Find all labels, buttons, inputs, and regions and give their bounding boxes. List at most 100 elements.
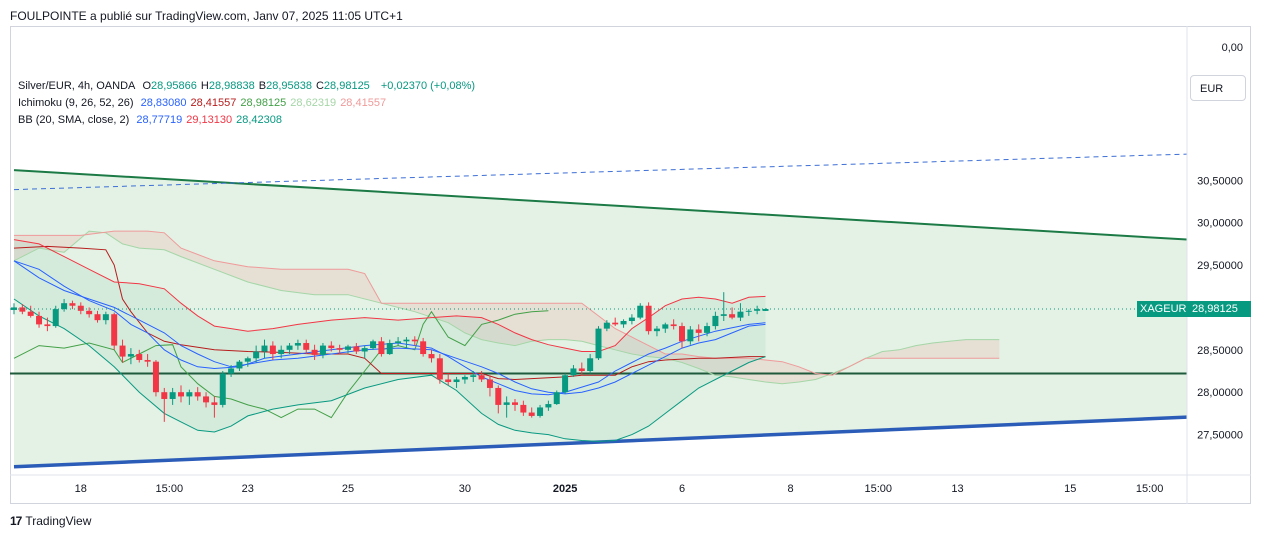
- price-symbol-tag: XAGEUR: [1137, 301, 1190, 318]
- candle-body: [311, 349, 318, 355]
- candle-body: [570, 368, 577, 376]
- bb-upper: [13, 239, 766, 352]
- candle-body: [578, 368, 585, 371]
- kijun-sen: [13, 245, 766, 381]
- ichimoku-values: 28,83080 28,41557 28,98125 28,62319 28,41557: [141, 97, 390, 109]
- currency-button[interactable]: EUR: [1190, 75, 1246, 101]
- candle-body: [754, 309, 761, 311]
- bb-basis: [13, 260, 766, 395]
- candle-body: [211, 402, 218, 405]
- candle-body: [228, 368, 235, 374]
- bb-value: 28,77719: [136, 114, 183, 126]
- bb-value: 29,13130: [186, 114, 233, 126]
- candle-body: [86, 310, 93, 315]
- bb-legend: BB (20, SMA, close, 2) 28,77719 29,13130 2…: [18, 114, 290, 126]
- candle-body: [653, 328, 660, 332]
- time-tick-label: 6: [679, 483, 685, 495]
- candle-body: [294, 343, 301, 346]
- ichimoku-value: 28,41557: [340, 97, 387, 109]
- ohlc-prefix: B: [258, 80, 267, 92]
- candle-body: [27, 311, 34, 316]
- candle-body: [203, 396, 210, 403]
- chart-frame: [10, 26, 1251, 504]
- time-tick-label: 8: [787, 483, 793, 495]
- candle-body: [428, 354, 435, 359]
- candle-body: [403, 339, 410, 342]
- candle-body: [453, 379, 460, 383]
- price-tick-label: 29,50000: [1197, 260, 1243, 272]
- price-tick-label: 28,00000: [1197, 387, 1243, 399]
- candle-body: [478, 375, 485, 380]
- candle-body: [36, 315, 43, 325]
- publish-header: FOULPOINTE a publié sur TradingView.com,…: [10, 9, 403, 23]
- ichimoku-value: 28,62319: [290, 97, 337, 109]
- candle-body: [178, 392, 184, 397]
- ichimoku-cloud: [14, 231, 1000, 384]
- symbol-label: Silver/EUR, 4h, OANDA: [18, 80, 136, 92]
- candle-body: [119, 345, 126, 357]
- ohlc-prefix: O: [142, 80, 151, 92]
- ichimoku-label: Ichimoku (9, 26, 52, 26): [18, 97, 134, 109]
- time-tick-label: 15:00: [864, 483, 892, 495]
- candle-body: [94, 314, 101, 321]
- chikou-span: [13, 310, 549, 419]
- candle-body: [152, 361, 159, 393]
- tradingview-footer: 17 TradingView: [10, 514, 91, 528]
- candle-body: [637, 305, 644, 318]
- candle-body: [378, 341, 385, 355]
- candle-body: [169, 392, 176, 399]
- candle-body: [303, 343, 310, 350]
- candle-body: [261, 345, 268, 352]
- ascending-support-line: [13, 415, 1187, 469]
- tradingview-brand: TradingView: [25, 514, 92, 528]
- candle-body: [520, 404, 527, 413]
- candle-body: [353, 346, 360, 352]
- tradingview-logo-icon: 17: [10, 514, 22, 528]
- tenkan-sen: [13, 260, 766, 396]
- candle-body: [470, 375, 477, 377]
- symbol-legend: Silver/EUR, 4h, OANDA O28,95866 H28,98838…: [18, 80, 479, 92]
- candle-body: [194, 392, 201, 397]
- price-tick-label: 30,50000: [1197, 175, 1243, 187]
- time-tick-label: 15:00: [156, 483, 184, 495]
- candle-body: [102, 314, 109, 321]
- candle-body: [537, 407, 544, 416]
- ohlc-prefix: C: [315, 80, 324, 92]
- candle-body: [679, 326, 685, 342]
- time-tick-label: 15: [1064, 483, 1076, 495]
- bb-label: BB (20, SMA, close, 2): [18, 114, 130, 126]
- candle-body: [236, 361, 243, 369]
- candle-body: [528, 412, 535, 416]
- time-tick-label: 18: [75, 483, 87, 495]
- candle-body: [361, 348, 368, 352]
- candle-body: [44, 324, 51, 327]
- candle-body: [386, 343, 393, 355]
- bb-value: 28,42308: [236, 114, 282, 126]
- ohlc-values: O28,95866 H28,98838 B28,95838 C28,98125: [142, 80, 373, 92]
- candle-body: [269, 345, 276, 355]
- candle-body: [603, 322, 610, 329]
- price-tick-label: 30,00000: [1197, 218, 1243, 230]
- candle-body: [553, 392, 560, 405]
- price-tick-label: 0,00: [1222, 42, 1243, 54]
- candle-body: [411, 339, 418, 342]
- candle-body: [562, 375, 569, 393]
- candle-body: [52, 309, 59, 327]
- candle-body: [495, 387, 502, 405]
- candle-body: [219, 373, 226, 405]
- chart-canvas[interactable]: 0,0030,5000030,0000029,5000029,0000028,5…: [10, 26, 1251, 504]
- time-tick-label: 23: [242, 483, 254, 495]
- candle-body: [587, 358, 594, 371]
- candle-body: [620, 320, 627, 325]
- candle-body: [729, 314, 736, 318]
- candle-body: [503, 402, 510, 405]
- candle-body: [345, 346, 351, 350]
- candle-body: [278, 349, 285, 355]
- candle-body: [395, 341, 402, 344]
- ohlc-value: 28,95866: [151, 80, 197, 92]
- candle-body: [720, 314, 727, 316]
- price-tick-label: 27,50000: [1197, 430, 1243, 442]
- candle-body: [595, 328, 602, 359]
- ichimoku-value: 28,41557: [190, 97, 237, 109]
- candle-body: [445, 379, 452, 383]
